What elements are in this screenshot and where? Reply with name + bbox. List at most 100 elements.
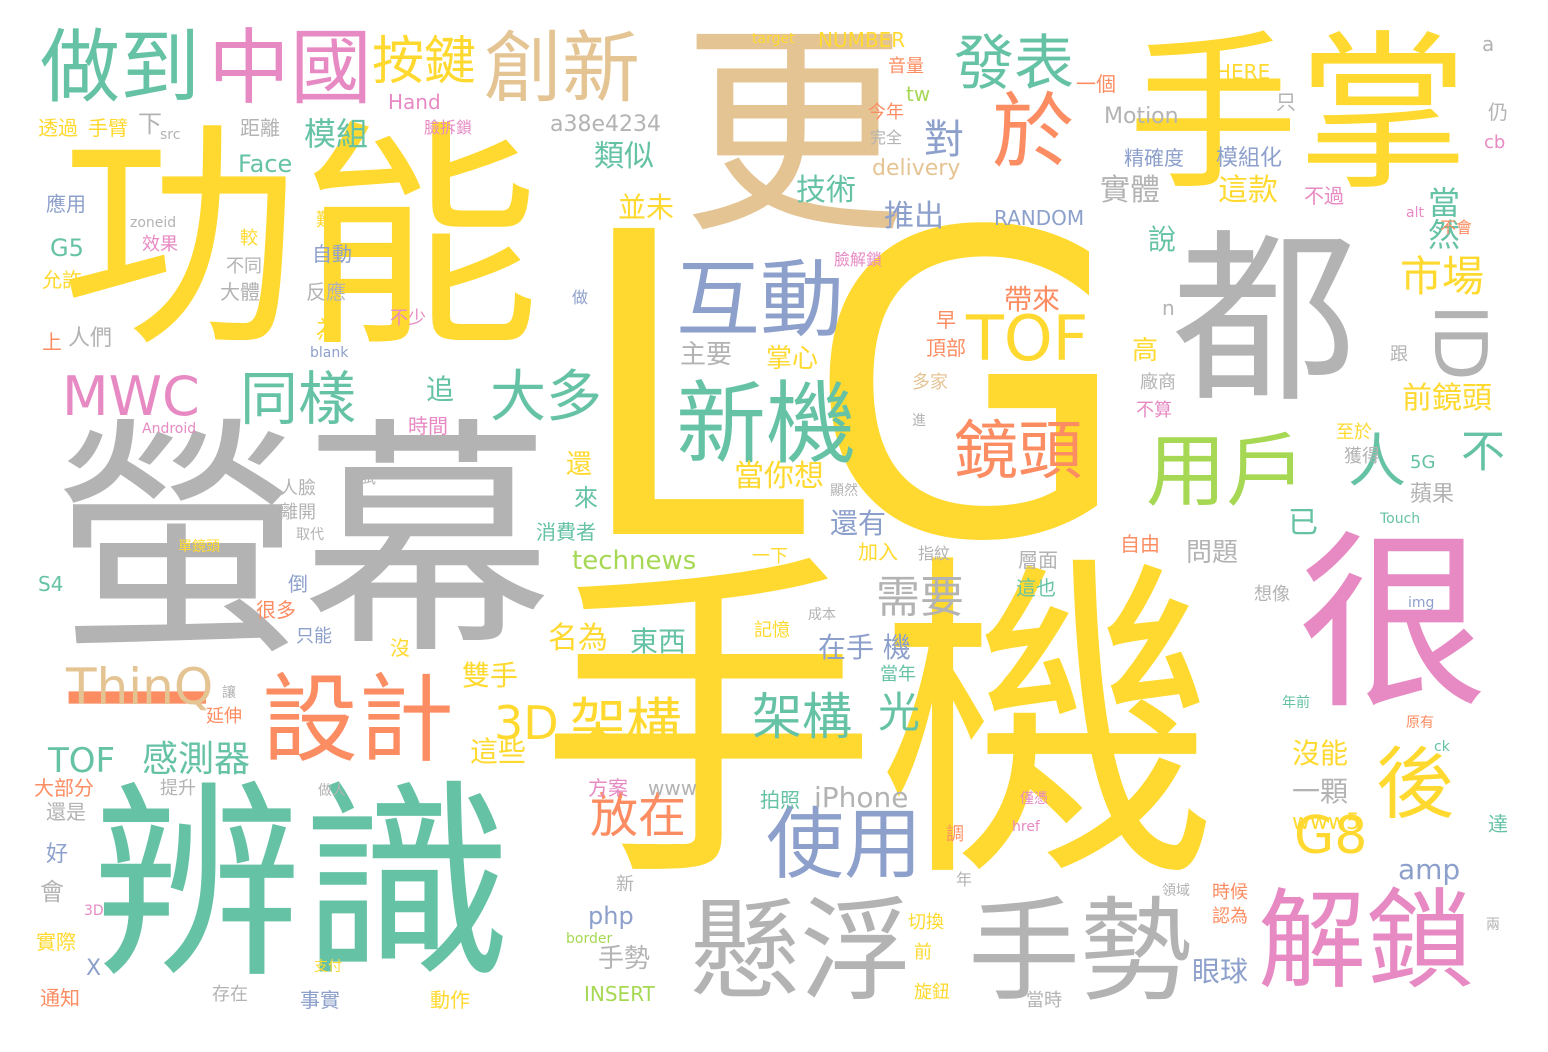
word-zoneid: zoneid <box>130 215 177 231</box>
word-fangan: 方案 <box>588 776 628 800</box>
word-dongzuo: 動作 <box>430 988 470 1012</box>
word-5g: 5G <box>1410 452 1436 473</box>
word-rang: 讓 <box>222 685 236 701</box>
word-android: Android <box>142 421 197 437</box>
word-bingwei: 並未 <box>618 191 675 224</box>
word-yuanyou: 原有 <box>1406 715 1434 731</box>
word-tw: tw <box>906 82 931 106</box>
word-tof-small: TOF <box>48 741 116 781</box>
word-chuangxin: 創新 <box>484 24 641 114</box>
word-da: 達 <box>1488 812 1508 836</box>
word-img: img <box>1408 595 1435 611</box>
word-hao: 好 <box>46 842 69 867</box>
word-renlian: 人臉 <box>280 478 316 499</box>
word-shuangshou: 雙手 <box>462 659 519 692</box>
word-hen: 很 <box>1298 514 1489 735</box>
word-xin: 新 <box>616 874 634 895</box>
word-dangnixiang: 當你想 <box>734 459 824 494</box>
word-src: src <box>160 127 181 143</box>
word-touch: Touch <box>1380 511 1421 527</box>
word-random: RANDOM <box>994 206 1085 230</box>
word-buhui: 不會 <box>1440 218 1473 237</box>
word-wei: 為 <box>316 316 340 344</box>
word-renwei: 認為 <box>1212 906 1248 927</box>
word-jiesuo: 解鎖 <box>1258 879 1475 1004</box>
word-yuyu: 於 <box>992 85 1075 180</box>
word-here: HERE <box>1216 60 1271 84</box>
word-dangnian: 當年 <box>880 664 916 685</box>
word-hou: 後 <box>1376 740 1455 830</box>
word-meineng: 沒能 <box>1292 737 1349 770</box>
word-ganceqi: 感測器 <box>142 739 251 780</box>
word-xia: 下 <box>138 110 162 138</box>
word-ck: ck <box>1434 739 1450 755</box>
word-3d: 3D <box>494 696 559 750</box>
word-zhangxin: 掌心 <box>766 344 819 374</box>
word-yingmu: 螢幕 <box>52 397 552 688</box>
word-technews: technews <box>572 546 697 576</box>
word-zuoren: 做人 <box>318 783 346 799</box>
word-www5: www5 <box>1292 810 1360 835</box>
word-huode: 獲得 <box>1344 446 1380 467</box>
word-shijian: 時間 <box>408 414 448 438</box>
word-yige: 一個 <box>1076 72 1116 96</box>
word-fanying: 反應 <box>306 280 346 304</box>
word-dao: 倒 <box>288 572 308 596</box>
word-jinping: 僅憑 <box>1020 791 1048 807</box>
word-blank: blank <box>310 345 349 361</box>
word-shuo: 說 <box>1148 223 1177 256</box>
word-huan: 還 <box>566 450 593 480</box>
word-xiaofeizhe: 消費者 <box>536 520 596 544</box>
word-n: n <box>1162 296 1175 320</box>
word-zhineng: 只能 <box>296 626 332 647</box>
word-qiehuan: 切換 <box>908 912 944 933</box>
word-href: href <box>1012 819 1040 835</box>
word-qudai: 取代 <box>296 527 324 543</box>
word-chengben: 成本 <box>808 607 836 623</box>
word-alt: alt <box>1406 205 1424 221</box>
word-xiangxiang: 想像 <box>1254 584 1290 605</box>
word-guang: 光 <box>878 688 921 737</box>
word-iphone: iPhone <box>814 781 909 814</box>
word-tuichu: 推出 <box>884 199 944 234</box>
word-motion: Motion <box>1104 104 1179 129</box>
word-delivery: delivery <box>872 156 961 181</box>
word-a: a <box>1482 32 1495 56</box>
word-jinnian: 今年 <box>868 102 904 123</box>
word-daile: 帶來 <box>1004 283 1061 316</box>
word-www: www <box>648 776 698 800</box>
word-gao: 高 <box>1132 336 1159 366</box>
word-shouji: 手機 <box>538 528 1218 924</box>
word-fabiao: 發表 <box>954 29 1074 99</box>
word-shihou: 時候 <box>1212 882 1248 903</box>
word-shiji: 實際 <box>36 930 76 954</box>
word-cunzai: 存在 <box>212 984 248 1005</box>
word-duojia: 多家 <box>912 372 948 393</box>
word-dingbu: 頂部 <box>926 336 966 360</box>
word-jishu: 技術 <box>796 173 856 208</box>
word-tiao: 調 <box>946 824 964 845</box>
word-dati: 大體 <box>220 280 260 304</box>
word-changshang: 廠商 <box>1140 372 1176 393</box>
word-xuyao: 需要 <box>876 572 964 623</box>
word-dongxi: 東西 <box>630 625 687 658</box>
word-shoushi-small: 手勢 <box>598 944 651 974</box>
word-a38: a38e4234 <box>550 112 661 137</box>
word-huanshi: 還是 <box>46 800 86 824</box>
word-mwc: MWC <box>62 365 200 428</box>
word-cengmian: 層面 <box>1018 548 1058 572</box>
word-busuan: 不算 <box>1136 400 1172 421</box>
word-mingwei: 名為 <box>548 621 608 656</box>
word-mokuai: 模組 <box>304 115 369 153</box>
word-zhiwen: 指紋 <box>918 544 951 563</box>
word-xuanniu: 旋鈕 <box>914 982 950 1003</box>
word-gen: 跟 <box>1390 344 1408 365</box>
word-likai: 離開 <box>280 502 316 523</box>
word-3d-small: 3D <box>84 903 104 919</box>
word-zhi: 只 <box>1276 90 1296 114</box>
word-hui: 會 <box>40 878 64 906</box>
word-shang: 上 <box>42 330 62 354</box>
word-buguo: 不過 <box>1304 184 1344 208</box>
word-shiti: 實體 <box>1100 173 1160 208</box>
